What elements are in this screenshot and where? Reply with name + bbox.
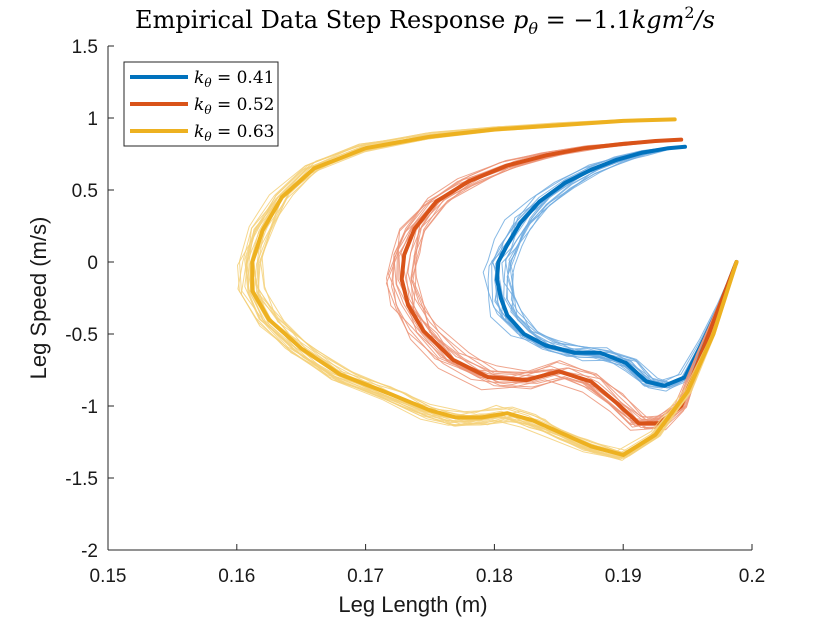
x-tick-label: 0.18 [476,566,513,587]
legend: kθ = 0.41 kθ = 0.52 kθ = 0.63 [123,61,279,147]
series-group [237,117,739,461]
x-tick-label: 0.17 [347,566,384,587]
title-math-p: p [513,6,528,34]
chart-title: Empirical Data Step Response pθ = −1.1kg… [135,3,715,38]
series-mean-line [399,137,739,426]
y-tick-label: -2 [81,541,98,562]
title-math-unit: kgm [632,6,685,34]
x-tick-label: 0.2 [739,566,765,587]
x-tick-label: 0.15 [90,566,127,587]
y-axis-label: Leg Speed (m/s) [26,217,51,380]
series-mean-line [250,117,739,457]
y-tick-label: -0.5 [65,325,98,346]
title-math-sup: 2 [684,3,694,22]
x-tick-label: 0.19 [605,566,642,587]
title-math-tail: /s [693,6,715,34]
series-mean-line [495,144,739,388]
legend-label: kθ = 0.41 [194,68,274,90]
plot-area [237,117,739,461]
y-tick-label: 0.5 [72,181,98,202]
y-tick-label: 1.5 [72,37,98,58]
y-tick-label: -1 [81,397,98,418]
x-axis-label: Leg Length (m) [338,592,487,617]
chart-title-text: Empirical Data Step Response [135,6,513,34]
x-tick-label: 0.16 [218,566,255,587]
trial-trace [482,146,737,385]
series-group [482,144,739,392]
y-tick-label: 1 [87,109,98,130]
axes: 0.15 0.16 0.17 0.18 0.19 0.2 -2 -1.5 -1 -0.5 0 0.5 1… [65,37,765,587]
y-tick-label: -1.5 [65,469,98,490]
y-tick-label: 0 [87,253,98,274]
legend-label: kθ = 0.63 [194,122,274,144]
title-math-sub: θ [528,19,538,38]
legend-label: kθ = 0.52 [194,95,274,117]
title-math-rest: = −1.1 [538,6,632,34]
